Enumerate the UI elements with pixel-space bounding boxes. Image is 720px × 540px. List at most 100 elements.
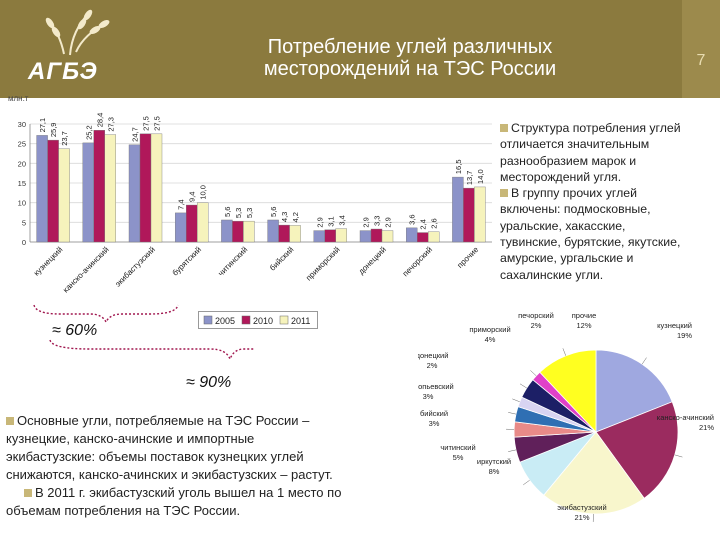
text-line: кузнецкие, канско-ачинские и импортные [6, 431, 255, 446]
pie-label: канско-ачинский [657, 413, 714, 422]
text-line: тувинские, бурятские, якутские, [500, 235, 681, 250]
legend-swatch [203, 315, 213, 325]
bar-2010 [370, 228, 383, 243]
bar-2010 [47, 139, 59, 243]
x-tick-label: читинский [216, 245, 249, 278]
bar-value-label: 4,2 [291, 212, 300, 222]
pie-label: бийский [420, 409, 448, 418]
text-line: объемам потребления на ТЭС России. [6, 503, 241, 518]
pie-percent-label: 12% [576, 321, 591, 330]
approx-90-label: ≈ 90% [186, 374, 232, 391]
bar-value-label: 3,4 [337, 215, 346, 225]
bar-value-label: 2,9 [384, 217, 393, 227]
bar-2010 [93, 130, 106, 243]
pie-percent-label: 21% [574, 513, 589, 522]
pie-percent-label: 2% [531, 321, 542, 330]
pie-leader-line [674, 454, 683, 458]
bar-2011 [381, 230, 394, 243]
bar-2005 [82, 142, 95, 243]
bottom-paragraph-2: В 2011 г. экибастузский уголь вышел на 1… [6, 484, 416, 520]
x-tick-label: бурятский [171, 245, 204, 278]
logo-text: АГБЭ [28, 58, 98, 85]
bar-2010 [278, 224, 290, 243]
pie-slice [595, 401, 679, 499]
x-tick-label: печорский [401, 245, 434, 278]
title-line: Потребление углей различных [267, 36, 553, 58]
legend-label: 2005 [215, 316, 235, 326]
bottom-paragraph-1: Основные угли, потребляемые на ТЭС Росси… [6, 412, 416, 484]
text-line: уральские, хакасские, [500, 218, 626, 233]
text-line: В группу прочих углей [511, 186, 637, 201]
pie-slice [539, 349, 597, 434]
pie-leader-line [512, 398, 520, 403]
x-tick-label: донецкий [357, 245, 388, 276]
bar-2005 [359, 230, 372, 243]
chart-ylabel: млн.т [8, 94, 29, 103]
bar-2011 [474, 186, 486, 243]
y-tick-label: 30 [18, 120, 26, 129]
bar-value-label: 5,3 [245, 208, 254, 218]
bar-value-label: 2,4 [419, 219, 428, 229]
y-tick-label: 5 [22, 218, 26, 227]
pie-leader-line [508, 412, 517, 415]
x-tick-label: канско-ачинский [61, 245, 111, 295]
bar-2011 [104, 134, 117, 243]
text-line: включены: подмосковные, [500, 202, 651, 217]
pie-leader-line [562, 348, 567, 356]
pie-label: кузнецкий [657, 321, 692, 330]
bar-value-label: 7,4 [177, 199, 186, 209]
slide-header: АГБЭ Потребление углей различных месторо… [0, 0, 720, 98]
bar-value-label: 9,4 [188, 192, 197, 202]
legend-label: 2011 [291, 316, 310, 326]
bar-value-label: 27,5 [142, 116, 151, 131]
pie-percent-label: 19% [677, 331, 692, 340]
pie-slice [595, 349, 673, 433]
bar-value-label: 3,1 [326, 216, 335, 226]
x-tick-label: прочие [455, 245, 480, 270]
right-description: Структура потребления углей отличается з… [500, 120, 720, 283]
pie-percent-label: 2% [427, 361, 438, 370]
bar-value-label: 25,2 [84, 125, 93, 140]
bar-value-label: 4,3 [280, 212, 289, 222]
title-line: месторождений на ТЭС России [263, 58, 557, 80]
pie-chart: кузнецкий19%канско-ачинский21%экибастузс… [418, 312, 714, 522]
y-tick-label: 20 [18, 159, 26, 168]
bar-2011 [243, 220, 255, 243]
bar-value-label: 14,0 [476, 169, 485, 184]
pie-label: приморский [469, 325, 510, 334]
bar-value-label: 27,5 [153, 116, 162, 131]
bar-2010 [463, 187, 475, 243]
pie-label: прокопьевский [418, 382, 454, 391]
bar-value-label: 23,7 [60, 131, 69, 146]
logo: АГБЭ [0, 0, 142, 98]
text-line: амурские, ургальские и [500, 251, 634, 266]
pie-label: иркутский [477, 457, 511, 466]
bullet-icon [500, 124, 508, 132]
text-line: отличается значительным [500, 137, 650, 152]
page-title: Потребление углей различных месторождени… [200, 36, 620, 80]
approx-60-label: ≈ 60% [52, 322, 98, 339]
pie-leader-line [519, 383, 527, 389]
bar-2010 [417, 232, 429, 243]
y-tick-label: 15 [18, 179, 26, 188]
bar-2005 [452, 176, 464, 243]
text-line: месторождений угля. [500, 169, 622, 184]
legend-label: 2010 [253, 316, 273, 326]
text-line: В 2011 г. экибастузский уголь вышел на 1… [35, 485, 342, 500]
text-line: разнообразием марок и [500, 153, 637, 168]
bar-2010 [139, 133, 152, 243]
bar-2005 [267, 219, 279, 243]
bar-value-label: 27,3 [106, 117, 115, 132]
bracket-90 [49, 339, 254, 361]
bar-2011 [196, 202, 209, 243]
slide-number: 7 [696, 52, 706, 69]
bar-2011 [289, 225, 301, 243]
bar-2010 [232, 220, 244, 243]
bullet-icon [6, 417, 14, 425]
bar-2011 [428, 231, 440, 243]
pie-percent-label: 8% [489, 467, 500, 476]
bar-value-label: 5,6 [223, 207, 232, 217]
pie-percent-label: 21% [699, 423, 714, 432]
x-tick-label: кузнецкий [32, 245, 65, 278]
